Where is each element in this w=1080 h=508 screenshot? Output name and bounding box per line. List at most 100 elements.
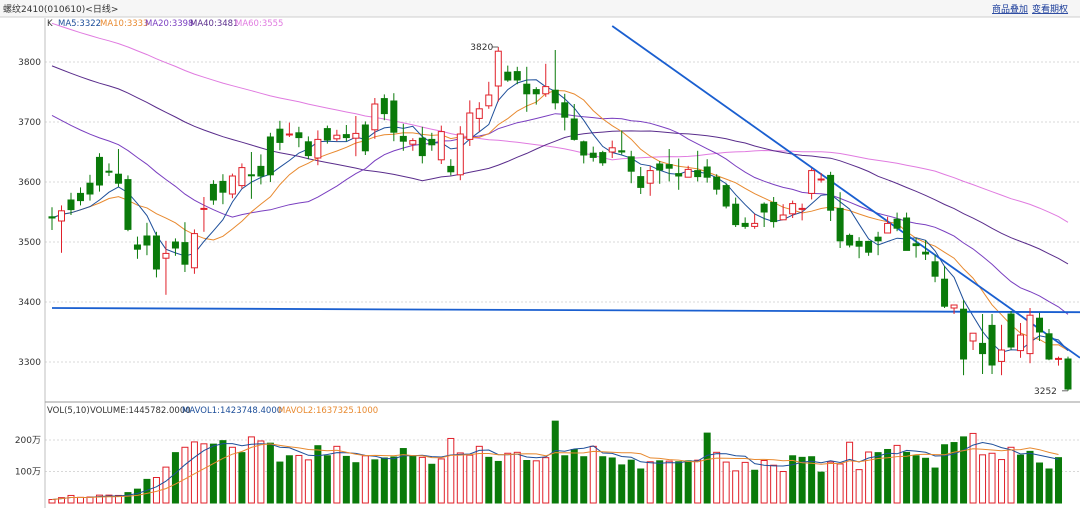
candle: [1055, 356, 1063, 366]
candle: [675, 158, 683, 190]
candle: [627, 150, 635, 184]
candle-body: [912, 243, 920, 247]
candle: [665, 149, 673, 182]
volume-bar: [295, 454, 303, 504]
candle: [105, 163, 113, 176]
volume-bar: [855, 469, 863, 504]
candle: [1064, 356, 1072, 391]
candle-body: [494, 50, 502, 87]
volume-bar: [713, 451, 721, 504]
mavol2-line: [51, 443, 1059, 500]
candle-body: [646, 170, 654, 184]
header-bar: [0, 0, 1080, 17]
candle-body: [551, 89, 559, 104]
price-tick-label: 3500: [18, 238, 41, 248]
volume-bar: [741, 461, 749, 504]
candle-body: [561, 102, 569, 118]
candle: [903, 212, 911, 251]
candle-body: [133, 244, 141, 250]
candle-body: [1036, 317, 1044, 333]
candle: [808, 168, 816, 200]
candle: [551, 50, 559, 110]
volume-bar: [874, 452, 882, 504]
candle: [342, 125, 350, 142]
candle: [143, 222, 151, 256]
candle-body: [580, 141, 588, 156]
candle-body: [874, 236, 882, 242]
volume-bar: [76, 496, 84, 504]
volume-bar: [1045, 468, 1053, 504]
candle: [133, 236, 141, 259]
volume-bar: [200, 443, 208, 504]
candle: [276, 120, 284, 151]
trendlines: [51, 25, 1080, 359]
volume-bar: [371, 459, 379, 504]
candle: [893, 212, 901, 232]
volume-bar: [437, 458, 445, 504]
ma10-legend: MA10:3333: [100, 19, 148, 29]
candle-body: [76, 192, 84, 202]
volume-bar: [352, 462, 360, 504]
candle: [428, 132, 436, 151]
candle-body: [105, 170, 113, 173]
support-line: [51, 307, 1080, 314]
volume-bar: [105, 494, 113, 504]
ma60-line: [51, 22, 1069, 223]
candle-body: [523, 83, 531, 95]
candle-body: [181, 242, 189, 265]
candle-body: [627, 156, 635, 172]
candle: [371, 98, 379, 139]
volume-bar: [361, 455, 369, 504]
candle-body: [238, 167, 246, 187]
candle: [874, 231, 882, 256]
candle-body: [295, 132, 303, 139]
view-options-link[interactable]: 变看期权: [1032, 3, 1068, 15]
candle-body: [988, 324, 996, 366]
candle-body: [304, 141, 312, 157]
candle: [922, 240, 930, 260]
volume-bar: [589, 445, 597, 504]
candle-body: [846, 234, 854, 246]
candle-body: [399, 135, 407, 142]
volume-ma-lines: [51, 441, 1059, 500]
candle-body: [608, 147, 616, 153]
volume-bar: [637, 468, 645, 504]
candle-body: [1045, 333, 1053, 360]
candle: [751, 213, 759, 229]
volume-bar: [599, 456, 607, 504]
candle: [485, 81, 493, 109]
volume-bar: [494, 460, 502, 504]
candle: [741, 217, 749, 229]
overlay-commodity-link[interactable]: 商品叠加: [992, 3, 1028, 15]
volume-bar: [979, 454, 987, 504]
volume-bar: [380, 457, 388, 504]
candle: [304, 136, 312, 160]
candle-body: [589, 152, 597, 158]
volume-bar: [209, 443, 217, 504]
volume-bar: [399, 448, 407, 504]
candle: [247, 152, 255, 199]
volume-bar: [513, 451, 521, 504]
volume-bar: [665, 460, 673, 504]
volume-bar: [551, 420, 559, 504]
candle-body: [247, 174, 255, 177]
candle: [409, 138, 417, 151]
candle-body: [209, 183, 217, 201]
candle: [979, 314, 987, 374]
candle: [333, 129, 341, 142]
volume-bar: [466, 454, 474, 504]
volume-tick-label: 200万: [15, 436, 41, 446]
candle: [285, 122, 293, 137]
candle: [456, 126, 464, 181]
candle-body: [998, 349, 1006, 362]
candle-body: [599, 152, 607, 164]
candle: [238, 163, 246, 189]
candle: [713, 174, 721, 195]
candle-body: [789, 203, 797, 215]
volume-bar: [608, 457, 616, 504]
volume-bar: [48, 499, 56, 504]
candle: [390, 93, 398, 142]
candle-body: [456, 133, 464, 176]
